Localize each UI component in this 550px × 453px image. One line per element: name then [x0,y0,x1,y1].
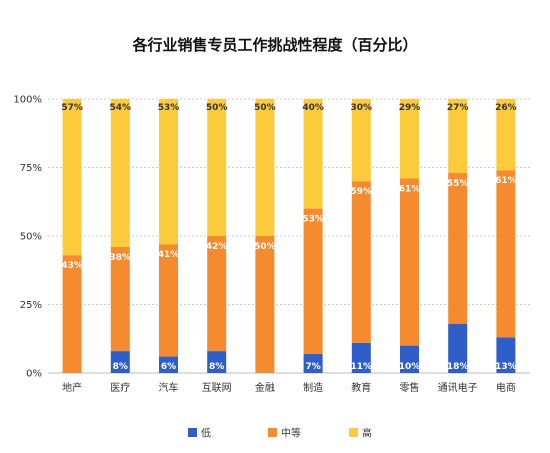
data-label: 61% [399,184,421,194]
x-tick-label: 电商 [496,381,516,394]
data-label: 55% [447,179,469,189]
x-tick-label: 制造 [303,381,323,394]
legend-label: 中等 [281,427,301,440]
bar-segment [448,172,468,324]
bar-segment [496,337,516,373]
y-tick-label: 50% [20,232,42,243]
bar-segment [351,342,371,373]
bar-segment [207,236,227,352]
y-tick-label: 0% [26,369,42,380]
bar-segment [159,244,178,357]
x-tick-label: 地产 [62,381,82,394]
x-tick-label: 互联网 [202,382,232,394]
legend-swatch [188,428,197,437]
bar-segment [255,236,275,373]
y-tick-label: 100% [13,95,42,106]
bar-segment [62,99,82,256]
data-label: 53% [302,215,324,225]
data-label: 50% [206,103,228,113]
data-label: 13% [495,362,517,372]
bar-segment [110,351,130,373]
bar-segment [207,99,227,236]
data-label: 6% [161,362,176,372]
data-label: 29% [399,103,421,113]
bar-segment [159,356,178,373]
data-label: 54% [110,103,132,113]
bar-segment [159,99,178,245]
data-label: 40% [302,103,324,113]
data-label: 38% [110,253,132,263]
bar-segment [255,99,275,236]
x-axis: 地产 医疗 汽车 互联网 金融 制造 教育 零售 通讯电子 电商 [62,381,516,394]
bar-segment [351,181,371,343]
bar-segment [62,255,82,373]
legend-swatch [349,428,358,437]
bar-segment [496,170,516,338]
legend: 低 中等 高 [188,427,372,440]
data-label: 61% [495,176,517,186]
data-label: 30% [351,103,373,113]
x-tick-label: 通讯电子 [438,381,478,394]
data-label: 57% [61,103,83,113]
data-label: 53% [158,103,180,113]
legend-swatch [268,428,277,437]
legend-label: 高 [362,427,372,440]
x-tick-label: 零售 [400,381,420,394]
data-label: 11% [351,362,373,372]
bar-segment [303,208,323,354]
bar-segment [400,99,419,179]
bar-segment [303,99,323,209]
data-label: 50% [254,242,276,252]
data-label: 10% [399,362,421,372]
y-tick-label: 75% [20,163,42,174]
legend-label: 低 [201,427,211,440]
data-label: 43% [61,261,83,271]
y-axis: 0% 25% 50% 75% 100% [13,95,42,380]
data-label: 8% [113,362,128,372]
data-label: 42% [206,242,228,252]
data-label: 7% [305,362,320,372]
data-label: 18% [447,362,469,372]
bar-segment [496,99,516,171]
data-label: 26% [495,103,517,113]
chart-title: 各行业销售专员工作挑战性程度（百分比） [131,36,417,54]
bar-segment [448,99,468,173]
data-label: 59% [351,187,373,197]
x-tick-label: 医疗 [110,381,130,394]
bar-stacks: 43% 57% 8% 38% 54% 6% 41% 53% 8% 42% 50% 50% 50% 7% 53… [61,99,517,373]
y-tick-label: 25% [20,300,42,311]
x-tick-label: 教育 [351,381,371,394]
bar-segment [351,99,371,182]
bar-segment [207,351,227,373]
x-tick-label: 汽车 [159,381,179,394]
bar-segment [110,246,130,352]
x-tick-label: 金融 [255,381,275,394]
bar-segment [303,353,323,373]
data-label: 41% [158,250,180,260]
data-label: 27% [447,103,469,113]
data-label: 50% [254,103,276,113]
bar-segment [448,323,468,373]
data-label: 8% [209,362,224,372]
bar-segment [110,99,130,247]
bar-segment [400,345,419,373]
bar-segment [400,178,419,346]
